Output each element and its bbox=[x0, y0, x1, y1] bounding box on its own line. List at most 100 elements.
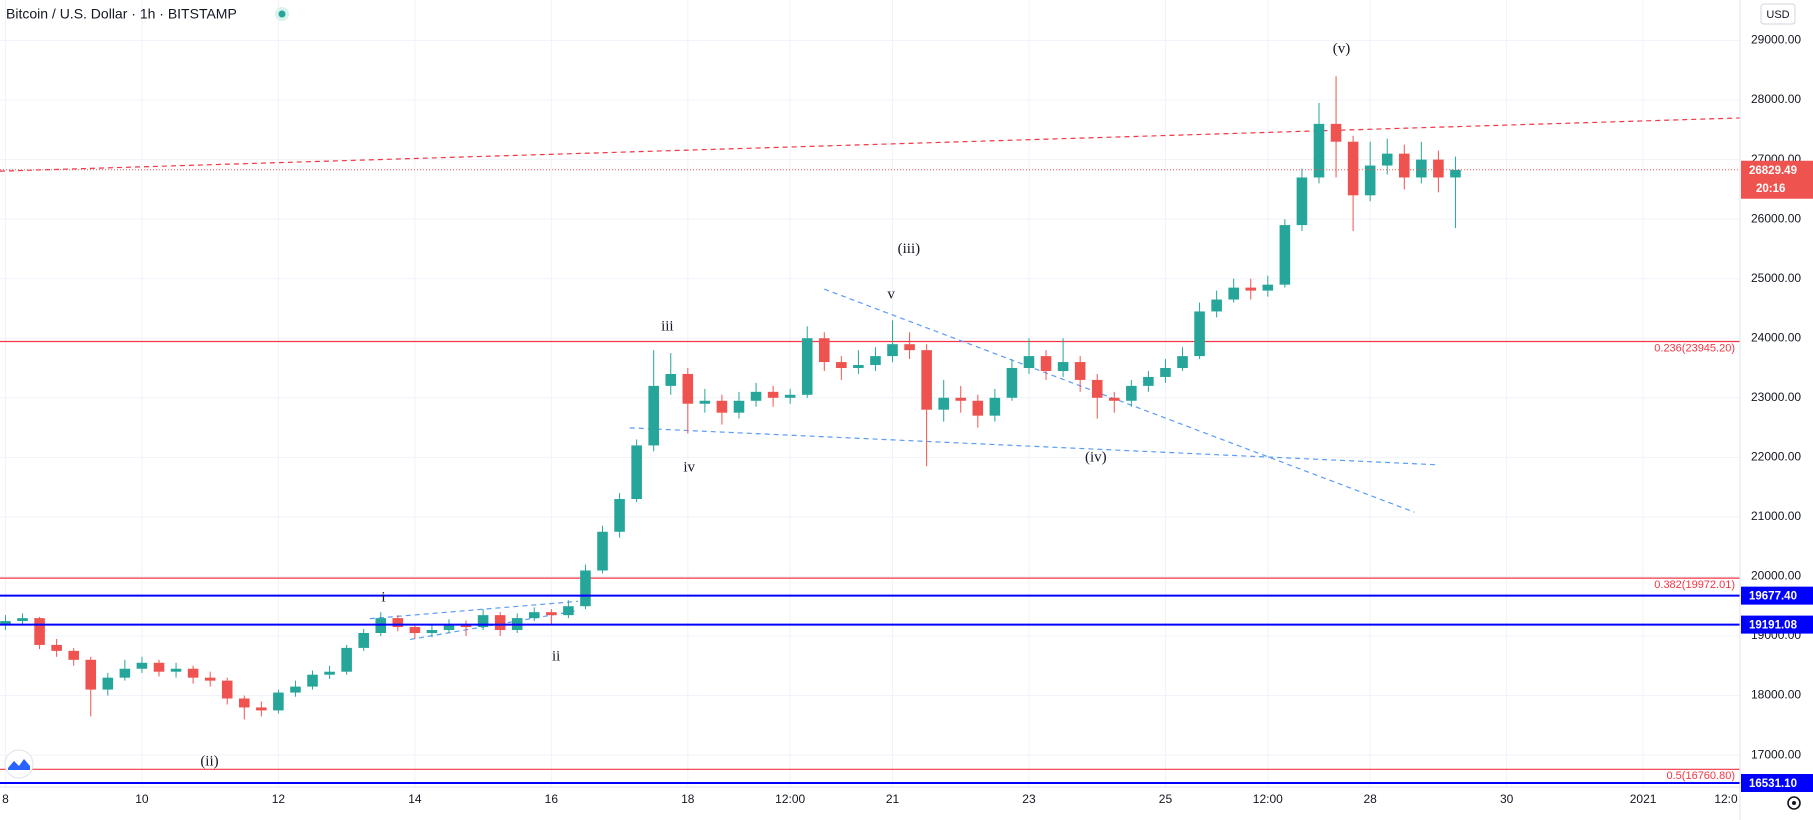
y-tick-label: 29000.00 bbox=[1751, 33, 1801, 47]
x-tick-label: 18 bbox=[681, 792, 695, 806]
x-tick-label: 2021 bbox=[1630, 792, 1657, 806]
y-tick-label: 21000.00 bbox=[1751, 509, 1801, 523]
candle-body bbox=[887, 344, 898, 357]
candle-body bbox=[1364, 165, 1376, 196]
price-line-tag-label: 16531.10 bbox=[1749, 778, 1797, 790]
candle-body bbox=[238, 698, 250, 708]
trendline bbox=[0, 117, 1741, 172]
candle-body bbox=[477, 615, 489, 628]
wave-label: iii bbox=[661, 319, 674, 335]
gear-center[interactable] bbox=[1792, 801, 1796, 805]
x-tick-label: 12:00 bbox=[775, 792, 805, 806]
candle-body bbox=[733, 400, 745, 413]
candle-body bbox=[1194, 311, 1205, 357]
x-tick-label: 25 bbox=[1159, 792, 1173, 806]
trendline bbox=[369, 600, 579, 620]
candle-body bbox=[443, 624, 455, 631]
y-tick-label: 22000.00 bbox=[1751, 450, 1801, 464]
candle-body bbox=[904, 344, 915, 351]
candle-body bbox=[1330, 123, 1342, 142]
price-line-tag bbox=[1741, 586, 1813, 605]
candle-body bbox=[836, 362, 847, 369]
y-tick-label: 26000.00 bbox=[1751, 211, 1801, 225]
wave-label: i bbox=[381, 589, 385, 605]
wave-label: iv bbox=[683, 460, 695, 476]
candle-body bbox=[1211, 299, 1222, 312]
wave-label: (iii) bbox=[898, 241, 921, 257]
candle-body bbox=[221, 680, 233, 699]
price-line-tag-label: 19191.08 bbox=[1749, 620, 1798, 632]
logo-circle[interactable] bbox=[4, 749, 34, 779]
currency-button[interactable] bbox=[1760, 3, 1796, 25]
wave-label: ii bbox=[552, 648, 560, 664]
candle-body bbox=[204, 677, 216, 681]
candle-body bbox=[784, 394, 796, 398]
candle-body bbox=[818, 338, 830, 363]
grid bbox=[0, 0, 1740, 787]
y-tick-label: 28000.00 bbox=[1751, 92, 1801, 106]
candle-body bbox=[750, 391, 762, 401]
x-tick-label: 12 bbox=[272, 792, 286, 806]
candle-body bbox=[938, 397, 949, 410]
candle-body bbox=[921, 350, 932, 410]
candle-body bbox=[85, 659, 97, 690]
wave-label: (ii) bbox=[200, 753, 218, 769]
candle-body bbox=[341, 647, 352, 672]
candle-body bbox=[102, 677, 114, 690]
currency-label[interactable]: USD bbox=[1766, 9, 1789, 21]
settings-icon[interactable] bbox=[1787, 796, 1801, 810]
candle-body bbox=[494, 615, 506, 631]
candle-body bbox=[853, 365, 864, 369]
logo[interactable] bbox=[4, 749, 34, 779]
fib-level-label: 0.382(19972.01) bbox=[1654, 579, 1735, 591]
candle-body bbox=[324, 671, 335, 675]
countdown-label: 20:16 bbox=[1756, 183, 1785, 195]
candle-body bbox=[1381, 153, 1393, 166]
candle-body bbox=[153, 662, 165, 672]
candle-body bbox=[1006, 368, 1018, 398]
x-tick-label: 14 bbox=[408, 792, 422, 806]
candle-body bbox=[1228, 287, 1239, 300]
last-price-label: 26829.49 bbox=[1749, 165, 1797, 177]
gear[interactable] bbox=[1787, 796, 1801, 810]
candle-body bbox=[1347, 141, 1359, 196]
x-tick-label: 21 bbox=[886, 792, 900, 806]
candle-body bbox=[1433, 159, 1444, 178]
logo-wave[interactable] bbox=[8, 759, 30, 770]
candle-body bbox=[972, 400, 984, 416]
x-tick-label: 28 bbox=[1363, 792, 1377, 806]
y-tick-label: 17000.00 bbox=[1751, 747, 1801, 761]
candle-body bbox=[119, 668, 131, 678]
fib-level-label: 0.236(23945.20) bbox=[1654, 342, 1735, 354]
candle-body bbox=[136, 662, 148, 669]
candle-body bbox=[358, 633, 369, 648]
candle-body bbox=[1245, 287, 1257, 291]
candle-body bbox=[0, 621, 11, 625]
candle-body bbox=[614, 499, 625, 532]
candle-body bbox=[1108, 397, 1120, 401]
candle-body bbox=[256, 707, 267, 711]
candle-body bbox=[665, 373, 677, 386]
y-tick-label: 24000.00 bbox=[1751, 330, 1801, 344]
candle-body bbox=[716, 400, 728, 413]
candle-body bbox=[955, 397, 967, 401]
x-tick-label: 23 bbox=[1022, 792, 1036, 806]
wave-label: (iv) bbox=[1085, 449, 1107, 465]
x-tick-label: 16 bbox=[545, 792, 559, 806]
wave-label: v bbox=[887, 286, 895, 302]
candle-body bbox=[631, 445, 642, 500]
wave-label: (v) bbox=[1333, 41, 1351, 57]
candle-body bbox=[1177, 356, 1188, 369]
price-line-tag bbox=[1741, 774, 1813, 793]
candle-body bbox=[528, 612, 540, 619]
candle-body bbox=[1279, 225, 1291, 285]
y-tick-label: 20000.00 bbox=[1751, 569, 1801, 583]
x-tick-label: 12:00 bbox=[1253, 792, 1283, 806]
last-price-tag bbox=[1741, 160, 1813, 199]
x-tick-label: 10 bbox=[135, 792, 149, 806]
candle-body bbox=[1398, 153, 1410, 178]
price-line-tag bbox=[1741, 615, 1813, 634]
candle-body bbox=[597, 531, 608, 571]
candle-body bbox=[1091, 379, 1103, 398]
